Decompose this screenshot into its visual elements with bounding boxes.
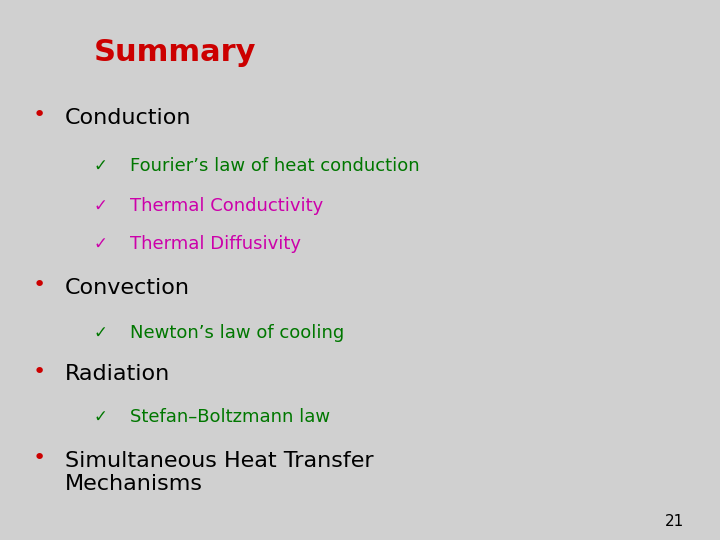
Text: 21: 21 <box>665 514 684 529</box>
Text: Conduction: Conduction <box>65 108 192 128</box>
Text: Fourier’s law of heat conduction: Fourier’s law of heat conduction <box>130 157 419 174</box>
Text: •: • <box>32 275 45 295</box>
Text: •: • <box>32 362 45 382</box>
Text: Stefan–Boltzmann law: Stefan–Boltzmann law <box>130 408 330 426</box>
Text: Radiation: Radiation <box>65 364 170 384</box>
Text: ✓: ✓ <box>94 197 107 215</box>
Text: Summary: Summary <box>94 38 256 67</box>
Text: Simultaneous Heat Transfer
Mechanisms: Simultaneous Heat Transfer Mechanisms <box>65 451 374 494</box>
Text: Convection: Convection <box>65 278 190 298</box>
Text: •: • <box>32 105 45 125</box>
Text: Thermal Conductivity: Thermal Conductivity <box>130 197 323 215</box>
Text: ✓: ✓ <box>94 235 107 253</box>
Text: Thermal Diffusivity: Thermal Diffusivity <box>130 235 301 253</box>
Text: Newton’s law of cooling: Newton’s law of cooling <box>130 324 344 342</box>
Text: •: • <box>32 448 45 468</box>
Text: ✓: ✓ <box>94 157 107 174</box>
Text: ✓: ✓ <box>94 408 107 426</box>
Text: ✓: ✓ <box>94 324 107 342</box>
